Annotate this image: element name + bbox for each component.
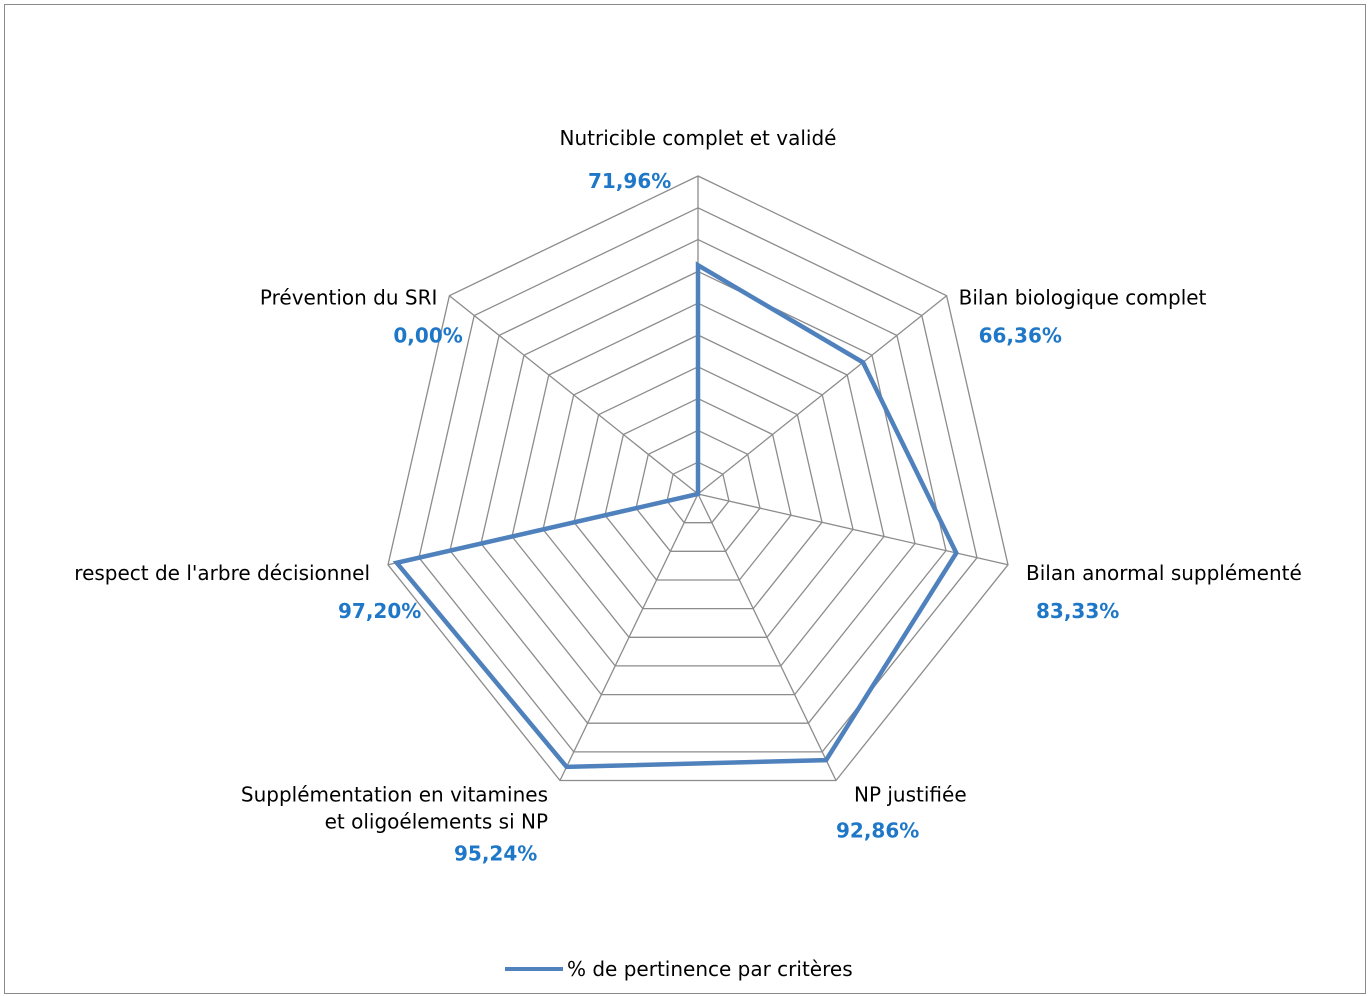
spoke-line bbox=[697, 493, 837, 781]
grid-ring bbox=[511, 302, 885, 667]
spoke-line bbox=[448, 295, 699, 495]
data-label: 92,86% bbox=[836, 819, 919, 843]
spoke-line bbox=[559, 493, 699, 781]
category-label: NP justifiée bbox=[854, 783, 967, 807]
data-label: 66,36% bbox=[979, 324, 1062, 348]
grid-ring bbox=[666, 461, 730, 524]
category-labels: Nutricible complet et validé Bilan biolog… bbox=[74, 126, 1302, 834]
spoke-line bbox=[697, 295, 948, 495]
category-label: respect de l'arbre décisionnel bbox=[74, 561, 370, 585]
data-label: 83,33% bbox=[1036, 599, 1119, 623]
grid-ring bbox=[418, 207, 978, 753]
grid-ring bbox=[635, 429, 761, 552]
data-labels: 71,96% 66,36% 83,33% 92,86% 95,24% 97,20% 0,00… bbox=[338, 169, 1119, 866]
data-label: 71,96% bbox=[588, 169, 671, 193]
data-label: 95,24% bbox=[454, 842, 537, 866]
category-label: Bilan biologique complet bbox=[959, 286, 1207, 310]
series-line bbox=[392, 261, 959, 770]
category-label: Bilan anormal supplémenté bbox=[1026, 561, 1302, 585]
grid-ring bbox=[387, 175, 1009, 782]
radar-grid bbox=[387, 175, 1009, 782]
grid-ring bbox=[604, 397, 792, 581]
legend: % de pertinence par critères bbox=[505, 957, 853, 981]
radar-series bbox=[392, 261, 959, 770]
data-label: 0,00% bbox=[393, 324, 462, 348]
category-label: Prévention du SRI bbox=[260, 286, 438, 310]
spoke-line bbox=[697, 493, 1009, 566]
grid-ring bbox=[449, 238, 947, 724]
grid-ring bbox=[542, 334, 854, 638]
grid-ring bbox=[480, 270, 916, 696]
grid-ring bbox=[573, 366, 823, 610]
legend-entry-label: % de pertinence par critères bbox=[567, 957, 853, 981]
data-label: 97,20% bbox=[338, 599, 421, 623]
category-label: Nutricible complet et validé bbox=[560, 126, 837, 150]
category-label: Supplémentation en vitamines et oligoélem… bbox=[241, 783, 548, 834]
